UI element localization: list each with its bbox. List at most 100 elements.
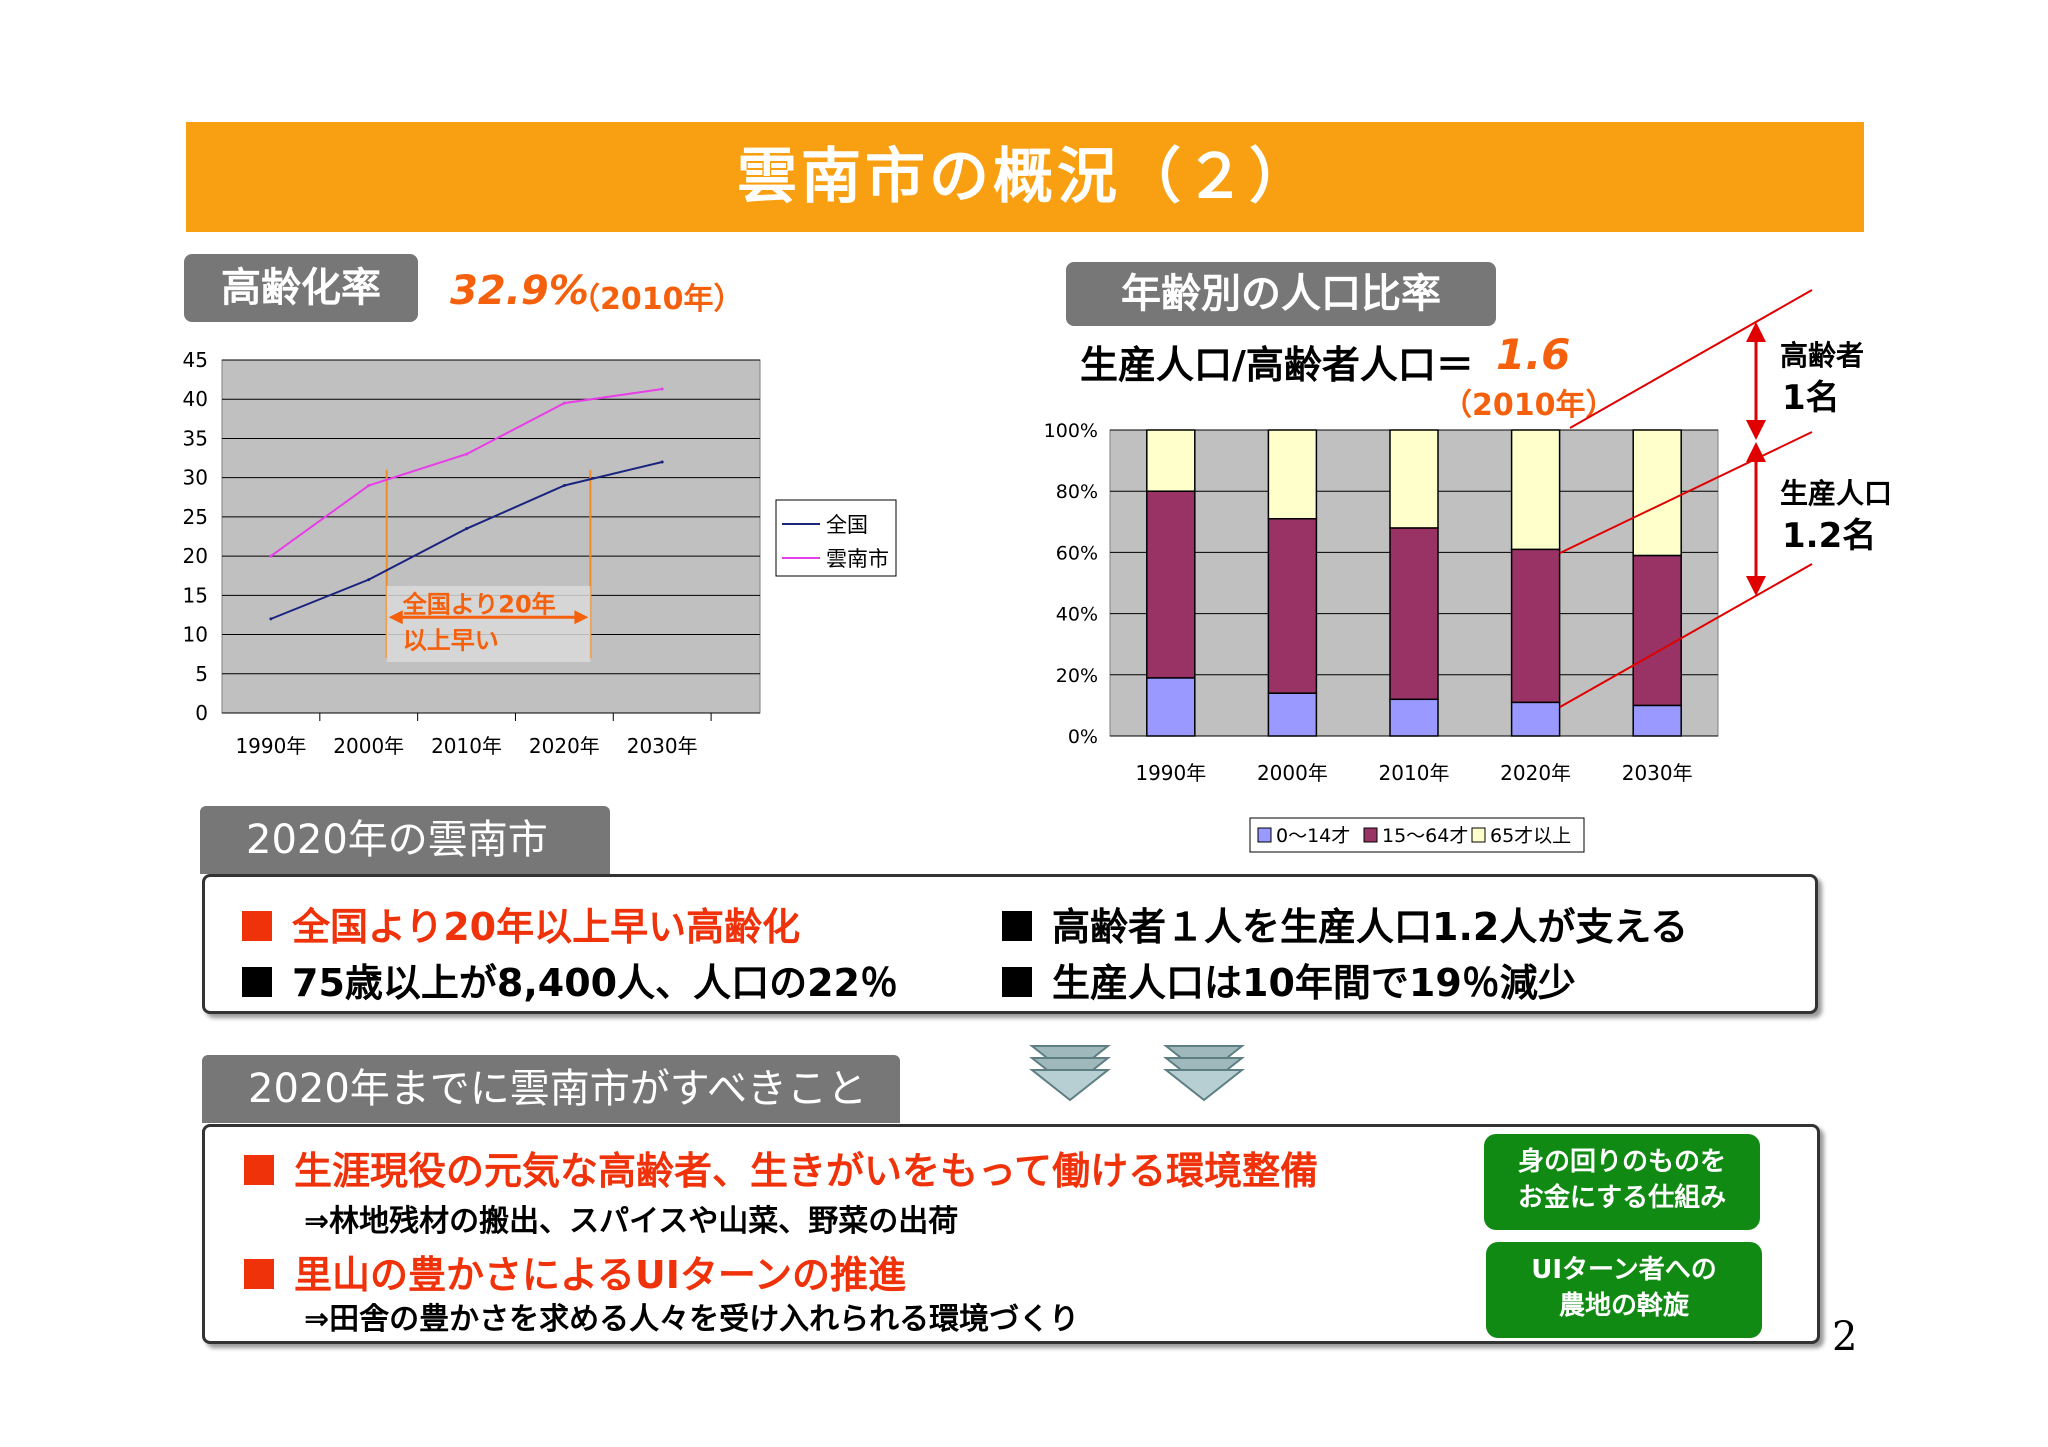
aging-rate-tag: 高齢化率 bbox=[184, 254, 418, 322]
annotation-text: 全国より20年 bbox=[402, 591, 556, 619]
legend-swatch bbox=[1257, 827, 1272, 843]
legend-label: 15～64才 bbox=[1382, 825, 1468, 847]
todo-sub: ⇒林地残材の搬出、スパイスや山菜、野菜の出荷 bbox=[304, 1204, 959, 1239]
section-2020-tab: 2020年の雲南市 bbox=[200, 806, 610, 874]
aging-rate-value: 32.9% bbox=[450, 268, 589, 314]
x-tick-label: 2030年 bbox=[627, 734, 698, 758]
bullet-square-icon bbox=[1002, 966, 1032, 997]
fact-item: 生産人口は10年間で19％減少 bbox=[1002, 952, 1576, 1007]
side-elder-label: 高齢者 bbox=[1780, 339, 1865, 372]
bar-segment bbox=[1389, 429, 1439, 529]
data-point bbox=[562, 484, 566, 488]
arrow-head-up bbox=[1746, 322, 1766, 342]
x-tick-label: 1990年 bbox=[235, 734, 306, 758]
x-tick-label: 2000年 bbox=[333, 734, 404, 758]
side-elder-count: 1名 bbox=[1782, 378, 1840, 418]
y-tick-label: 100% bbox=[1044, 420, 1098, 442]
x-tick-label: 2020年 bbox=[529, 734, 600, 758]
y-tick-label: 5 bbox=[195, 662, 208, 686]
farmland-mediation-box: UIターン者への 農地の斡旋 bbox=[1486, 1242, 1762, 1338]
data-point bbox=[367, 578, 371, 582]
box-line: 身の回りのものを bbox=[1517, 1147, 1726, 1177]
y-tick-label: 0 bbox=[195, 701, 208, 725]
annotation-text: 以上早い bbox=[403, 627, 499, 655]
y-tick-label: 30 bbox=[183, 466, 208, 490]
side-production-count: 1.2名 bbox=[1782, 516, 1877, 556]
x-tick-label: 2010年 bbox=[431, 734, 502, 758]
aging-rate-year: （2010年） bbox=[570, 282, 744, 317]
y-tick-label: 20 bbox=[183, 544, 208, 568]
bar-segment bbox=[1267, 429, 1318, 520]
bullet-square-icon bbox=[244, 1258, 274, 1289]
section-todo-tab: 2020年までに雲南市がすべきこと bbox=[202, 1055, 900, 1123]
x-tick-label: 2000年 bbox=[1257, 761, 1328, 785]
side-production-label: 生産人口 bbox=[1780, 477, 1893, 510]
aging-line-chart: 0 5 10 15 20 25 30 35 40 45 1990年 2000年 2010年 2020年 20… bbox=[183, 348, 897, 758]
data-point bbox=[367, 484, 371, 488]
bar-segment bbox=[1389, 527, 1439, 701]
bar-segment bbox=[1146, 429, 1196, 492]
box-line: お金にする仕組み bbox=[1517, 1183, 1727, 1213]
fact-text: 生産人口は10年間で19％減少 bbox=[1052, 961, 1576, 1005]
chevron-down-icon bbox=[1029, 1045, 1111, 1102]
x-tick-label: 2020年 bbox=[1500, 761, 1571, 785]
bar-segment bbox=[1146, 677, 1196, 737]
arrow-left-icon bbox=[388, 610, 403, 625]
arrow-right-icon bbox=[574, 610, 589, 625]
ratio-label: 生産人口/高齢者人口＝ bbox=[1080, 343, 1474, 387]
bullet-square-icon bbox=[242, 966, 272, 997]
todo-item: 生涯現役の元気な高齢者、生きがいをもって働ける環境整備 bbox=[244, 1140, 1318, 1195]
todo-text: 里山の豊かさによるUIターンの推進 bbox=[294, 1253, 906, 1297]
legend bbox=[775, 499, 897, 577]
fact-text: 75歳以上が8,400人、人口の22％ bbox=[292, 961, 898, 1005]
bar-segment bbox=[1632, 429, 1682, 557]
bar-segment bbox=[1510, 548, 1561, 704]
todo-text: 生涯現役の元気な高齢者、生きがいをもって働ける環境整備 bbox=[294, 1149, 1319, 1193]
box-line: UIターン者への bbox=[1531, 1255, 1717, 1285]
x-tick-label: 1990年 bbox=[1135, 761, 1206, 785]
bar-segment bbox=[1510, 701, 1561, 737]
data-point bbox=[562, 401, 566, 405]
bullet-square-icon bbox=[244, 1154, 274, 1185]
page-number: 2 bbox=[1832, 1314, 1858, 1360]
todo-item: 里山の豊かさによるUIターンの推進 bbox=[244, 1244, 906, 1299]
box-line: 農地の斡旋 bbox=[1558, 1291, 1689, 1321]
bar-segment bbox=[1146, 490, 1196, 679]
bar-segment bbox=[1267, 692, 1318, 737]
bar-segment bbox=[1267, 517, 1318, 694]
population-bar-chart: 0% 20% 40% 60% 80% 100% 1990年 2000年 2010年 2020年 20… bbox=[1044, 420, 1719, 853]
monetize-scheme-box: 身の回りのものを お金にする仕組み bbox=[1484, 1134, 1760, 1230]
y-tick-label: 15 bbox=[183, 583, 208, 607]
bullet-square-icon bbox=[1002, 910, 1032, 941]
bar-segment bbox=[1510, 429, 1561, 551]
chevron-down-icon bbox=[1163, 1045, 1245, 1102]
y-tick-label: 60% bbox=[1056, 542, 1098, 564]
legend-label: 雲南市 bbox=[826, 547, 889, 571]
legend bbox=[1249, 817, 1585, 853]
fact-item: 全国より20年以上早い高齢化 bbox=[242, 896, 800, 951]
bar-segment bbox=[1632, 554, 1682, 707]
y-tick-label: 35 bbox=[183, 426, 208, 450]
fact-item: 高齢者１人を生産人口1.2人が支える bbox=[1002, 896, 1688, 951]
bullet-square-icon bbox=[242, 910, 272, 941]
legend-label: 0～14才 bbox=[1276, 825, 1350, 847]
legend-swatch bbox=[1363, 827, 1378, 843]
fact-item: 75歳以上が8,400人、人口の22％ bbox=[242, 952, 898, 1007]
todo-sub: ⇒田舎の豊かさを求める人々を受け入れられる環境づくり bbox=[304, 1302, 1080, 1337]
ratio-value: 1.6 bbox=[1496, 330, 1571, 379]
x-tick-label: 2010年 bbox=[1379, 761, 1450, 785]
data-point bbox=[660, 460, 664, 464]
annotation-box bbox=[386, 585, 591, 663]
x-tick-label: 2030年 bbox=[1622, 761, 1693, 785]
data-point bbox=[269, 617, 273, 621]
y-tick-label: 40 bbox=[183, 387, 208, 411]
bar-segment bbox=[1389, 698, 1439, 737]
y-tick-label: 80% bbox=[1056, 481, 1098, 503]
title-bar bbox=[186, 122, 1864, 232]
fact-text: 高齢者１人を生産人口1.2人が支える bbox=[1052, 905, 1689, 949]
data-point bbox=[465, 452, 469, 456]
y-tick-label: 20% bbox=[1056, 665, 1098, 687]
data-point bbox=[269, 554, 273, 558]
y-tick-label: 25 bbox=[183, 505, 208, 529]
fact-text: 全国より20年以上早い高齢化 bbox=[292, 905, 801, 949]
